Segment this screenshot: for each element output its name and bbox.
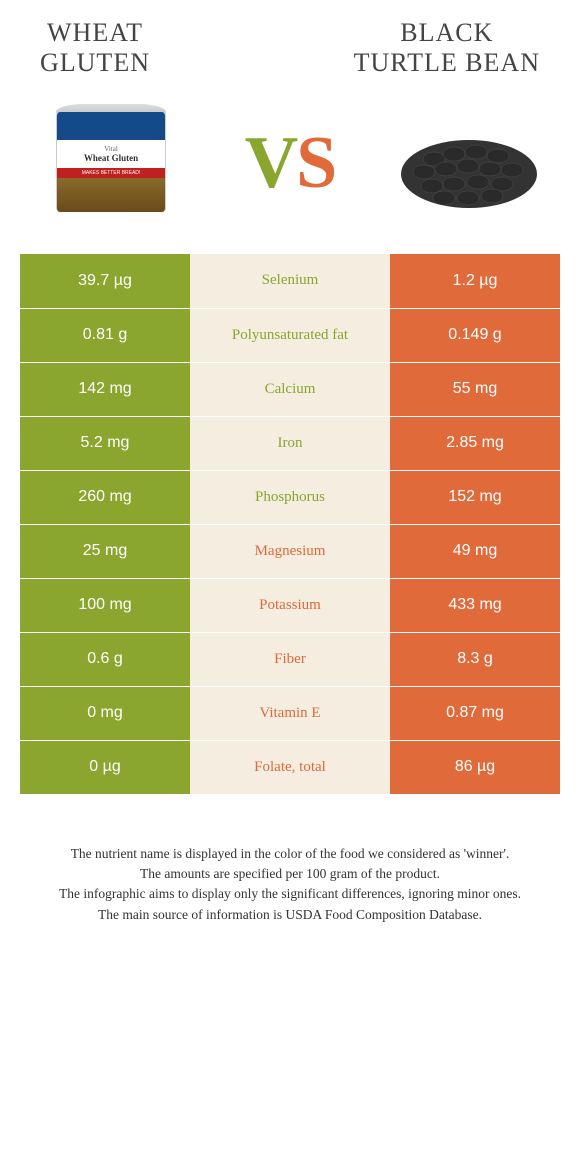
cell-left: 260 mg [20,471,190,524]
table-row: 39.7 µgSelenium1.2 µg [20,254,560,308]
title-right: BLACK TURTLE BEAN [354,18,540,78]
cell-right: 433 mg [390,579,560,632]
cell-left: 0.81 g [20,309,190,362]
footer: The nutrient name is displayed in the co… [0,794,580,925]
cell-label: Vitamin E [190,687,390,740]
header: WHEAT GLUTEN BLACK TURTLE BEAN [0,0,580,88]
cell-label: Potassium [190,579,390,632]
cell-right: 2.85 mg [390,417,560,470]
cell-label: Iron [190,417,390,470]
cell-label: Polyunsaturated fat [190,309,390,362]
cell-left: 0.6 g [20,633,190,686]
table-row: 5.2 mgIron2.85 mg [20,416,560,470]
cell-label: Magnesium [190,525,390,578]
table-row: 142 mgCalcium55 mg [20,362,560,416]
vs-row: Vital Wheat Gluten MAKES BETTER BREAD! V… [0,88,580,254]
cell-right: 8.3 g [390,633,560,686]
table-row: 0 mgVitamin E0.87 mg [20,686,560,740]
cell-label: Folate, total [190,741,390,794]
cell-right: 1.2 µg [390,254,560,308]
vs-s: S [296,122,335,204]
can-line2: Wheat Gluten [84,153,138,163]
table-row: 0.81 gPolyunsaturated fat0.149 g [20,308,560,362]
cell-label: Selenium [190,254,390,308]
beans-icon [394,114,544,214]
cell-right: 55 mg [390,363,560,416]
cell-left: 142 mg [20,363,190,416]
cell-label: Phosphorus [190,471,390,524]
table-row: 100 mgPotassium433 mg [20,578,560,632]
footer-line3: The infographic aims to display only the… [30,884,550,904]
vs-v: V [245,122,296,204]
cell-right: 49 mg [390,525,560,578]
table-row: 25 mgMagnesium49 mg [20,524,560,578]
cell-left: 5.2 mg [20,417,190,470]
cell-left: 0 mg [20,687,190,740]
footer-line4: The main source of information is USDA F… [30,905,550,925]
title-left: WHEAT GLUTEN [40,18,150,78]
nutrient-table: 39.7 µgSelenium1.2 µg0.81 gPolyunsaturat… [20,254,560,794]
table-row: 260 mgPhosphorus152 mg [20,470,560,524]
cell-left: 100 mg [20,579,190,632]
cell-right: 0.149 g [390,309,560,362]
cell-right: 86 µg [390,741,560,794]
vs-text: VS [245,121,336,206]
footer-line2: The amounts are specified per 100 gram o… [30,864,550,884]
cell-left: 39.7 µg [20,254,190,308]
cell-left: 0 µg [20,741,190,794]
cell-right: 152 mg [390,471,560,524]
cell-label: Fiber [190,633,390,686]
black-bean-image [394,94,544,234]
footer-line1: The nutrient name is displayed in the co… [30,844,550,864]
table-row: 0.6 gFiber8.3 g [20,632,560,686]
can-red: MAKES BETTER BREAD! [57,168,165,178]
wheat-gluten-image: Vital Wheat Gluten MAKES BETTER BREAD! [36,94,186,234]
table-row: 0 µgFolate, total86 µg [20,740,560,794]
cell-label: Calcium [190,363,390,416]
can-line1: Vital [104,145,118,153]
cell-left: 25 mg [20,525,190,578]
cell-right: 0.87 mg [390,687,560,740]
